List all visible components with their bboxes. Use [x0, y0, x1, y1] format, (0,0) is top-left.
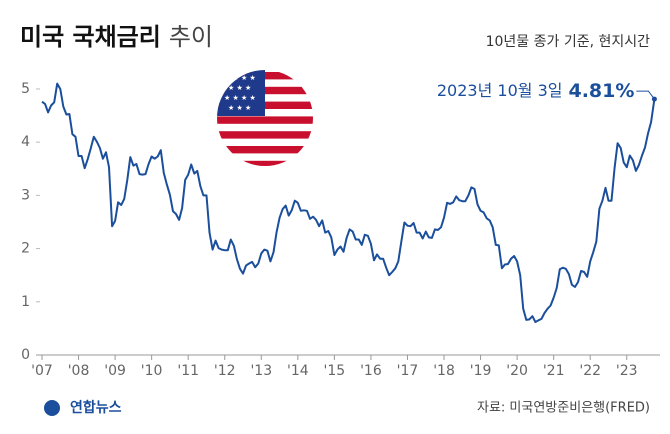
- title-suffix: 추이: [169, 23, 213, 51]
- y-tick-label: 5: [21, 81, 30, 97]
- logo: 연합뉴스: [70, 399, 122, 416]
- x-tick-label: '18: [433, 363, 455, 379]
- x-tick-label: '21: [543, 363, 565, 379]
- x-tick-label: '14: [287, 363, 309, 379]
- x-tick-label: '12: [214, 363, 236, 379]
- line: [41, 82, 656, 323]
- x-tick-label: '07: [31, 363, 53, 379]
- x-tick-label: '22: [579, 363, 601, 379]
- x-tick-label: '13: [250, 363, 272, 379]
- annotation-point: [651, 96, 657, 102]
- leader-line: [636, 90, 655, 100]
- annotation-label: 4.81%: [568, 80, 634, 102]
- x-tick-label: '08: [68, 363, 90, 379]
- y-tick-label: 0: [21, 347, 30, 363]
- subtitle: 10년물 종가 기준, 현지시간: [486, 34, 651, 50]
- x-tick-label: '11: [177, 363, 199, 379]
- y-tick-label: 2: [21, 241, 30, 257]
- svg-text:★ ★ ★ ★: ★ ★ ★ ★: [224, 74, 256, 82]
- logo-icon: [44, 400, 60, 416]
- annotation-date: 2023년 10월 3일: [437, 81, 563, 100]
- svg-text:★ ★ ★: ★ ★ ★: [228, 104, 251, 112]
- x-tick-label: '20: [506, 363, 528, 379]
- x-tick-label: '10: [141, 363, 163, 379]
- x-tick-label: '09: [104, 363, 126, 379]
- source: 자료: 미국연방준비은행(FRED): [477, 400, 650, 416]
- y-tick-label: 1: [21, 294, 30, 310]
- svg-text:★ ★ ★ ★: ★ ★ ★ ★: [224, 94, 256, 102]
- x-tick-label: '16: [360, 363, 382, 379]
- x-tick-label: '19: [470, 363, 492, 379]
- title-main: 미국 국채금리: [20, 23, 161, 51]
- svg-text:★ ★ ★: ★ ★ ★: [228, 84, 251, 92]
- x-tick-label: '15: [324, 363, 346, 379]
- annotation: 2023년 10월 3일 4.81%: [437, 80, 635, 102]
- chart-title: 미국 국채금리 추이: [20, 23, 213, 51]
- y-tick-label: 3: [21, 187, 30, 203]
- x-tick-label: '17: [397, 363, 419, 379]
- us-flag: ★ ★ ★ ★ ★ ★ ★ ★ ★ ★ ★ ★ ★ ★: [217, 70, 313, 166]
- y-tick-label: 4: [21, 134, 30, 150]
- x-tick-label: '23: [616, 363, 638, 379]
